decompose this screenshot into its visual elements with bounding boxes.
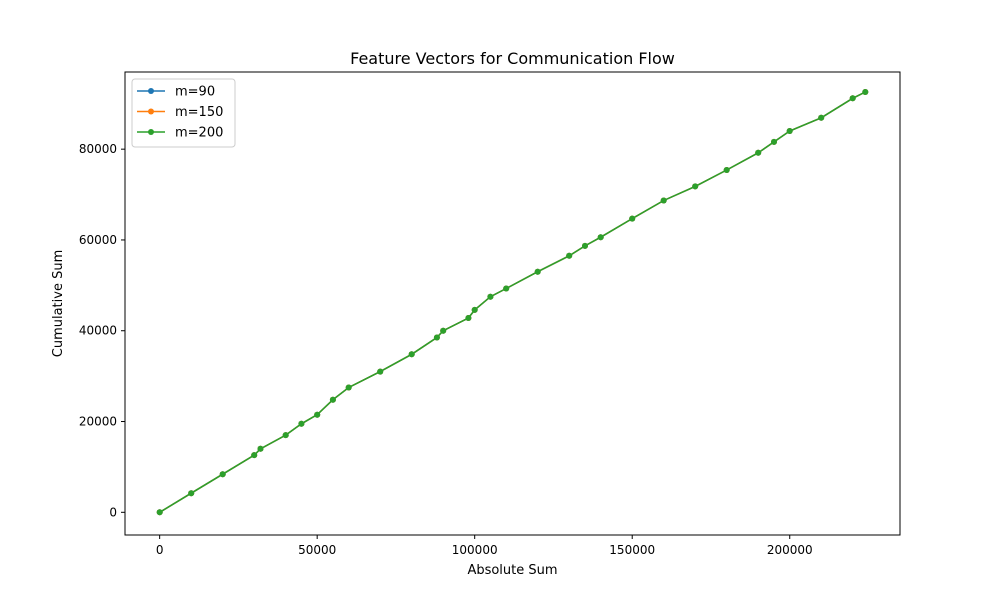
data-point (471, 306, 478, 313)
plot-frame (124, 71, 901, 536)
y-axis: 0 20000 40000 60000 80000 (79, 142, 125, 519)
plot-area (156, 89, 869, 516)
legend-box (131, 78, 236, 148)
data-point (408, 351, 415, 358)
y-tick-label: 0 (109, 505, 117, 519)
y-tick-label: 80000 (79, 142, 117, 156)
data-point (251, 452, 258, 459)
data-point (257, 445, 264, 452)
legend-swatch-marker (148, 88, 154, 94)
x-tick-label: 100000 (452, 543, 498, 557)
data-point (629, 215, 636, 222)
y-tick-label: 20000 (79, 415, 117, 429)
data-point (377, 368, 384, 375)
legend-swatch-marker (148, 129, 154, 135)
data-point (433, 334, 440, 341)
data-point (849, 95, 856, 102)
data-point (566, 252, 573, 259)
data-point (345, 384, 352, 391)
data-point (156, 509, 163, 516)
data-point (771, 138, 777, 145)
data-point (534, 268, 541, 275)
data-point (298, 420, 305, 427)
data-point (660, 197, 667, 204)
y-tick-label: 60000 (79, 233, 117, 247)
legend: m=90 m=150 m=200 (131, 78, 236, 148)
chart-title: Feature Vectors for Communication Flow (350, 49, 675, 68)
data-point (329, 396, 336, 403)
legend-swatch-marker (148, 108, 154, 115)
data-point (862, 89, 869, 95)
legend-label: m=90 (175, 85, 215, 100)
data-point (487, 293, 494, 300)
x-tick-label: 200000 (767, 543, 813, 557)
data-point (188, 490, 195, 497)
data-point (314, 411, 321, 418)
y-tick-label: 40000 (79, 324, 117, 338)
legend-label: m=200 (175, 126, 223, 141)
data-point (597, 234, 604, 241)
data-point (440, 327, 447, 334)
data-point (465, 315, 472, 321)
x-tick-label: 150000 (609, 543, 655, 557)
data-point (786, 128, 793, 134)
series-line-m=200 (159, 91, 866, 513)
x-axis: 0 50000 100000 150000 200000 (156, 535, 813, 557)
x-tick-label: 50000 (298, 543, 336, 557)
data-point (219, 471, 226, 478)
data-point (282, 432, 289, 439)
x-axis-label: Absolute Sum (467, 563, 557, 578)
data-point (818, 114, 825, 121)
data-point (723, 167, 730, 173)
y-axis-label: Cumulative Sum (51, 250, 66, 358)
data-point (503, 285, 510, 292)
data-point (582, 242, 588, 249)
legend-label: m=150 (175, 105, 223, 120)
x-tick-label: 0 (156, 543, 164, 557)
data-point (755, 149, 762, 156)
data-point (692, 183, 699, 190)
